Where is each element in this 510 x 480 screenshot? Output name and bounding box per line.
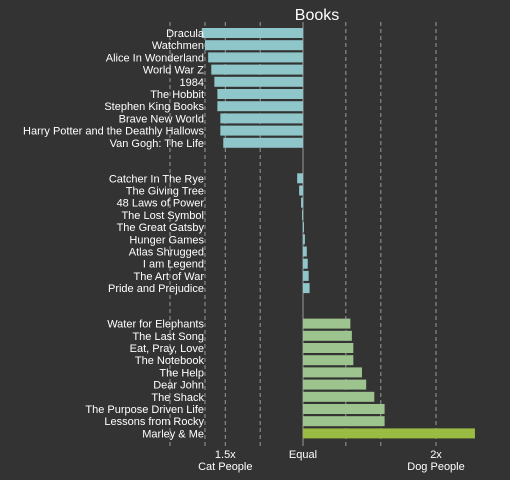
bar-cat bbox=[217, 101, 303, 112]
bar-dog bbox=[303, 318, 351, 329]
bar-neutral bbox=[303, 234, 305, 245]
bar-neutral bbox=[303, 283, 310, 294]
bar-dog bbox=[303, 404, 385, 414]
x-tick-sublabel: Dog People bbox=[407, 461, 465, 473]
category-label: The Purpose Driven Life bbox=[85, 404, 204, 416]
category-label: The Lost Symbol bbox=[121, 210, 204, 222]
category-label: Watchmen bbox=[152, 40, 204, 52]
category-label: The Great Gatsby bbox=[117, 222, 205, 234]
chart-title: Books bbox=[295, 7, 339, 24]
bar-neutral bbox=[303, 258, 308, 269]
category-label: Water for Elephants bbox=[107, 319, 204, 331]
category-label: Van Gogh: The Life bbox=[110, 138, 204, 150]
category-label: I am Legend bbox=[143, 259, 204, 271]
category-label: Brave New World bbox=[119, 113, 204, 125]
bar-cat bbox=[204, 40, 303, 51]
category-label: The Help bbox=[159, 367, 204, 379]
x-tick-label: Equal bbox=[289, 449, 317, 461]
bar-dog bbox=[303, 391, 375, 402]
bar-neutral bbox=[297, 173, 303, 184]
bar-cat bbox=[223, 137, 303, 148]
bar-cat bbox=[208, 52, 303, 63]
bar-neutral bbox=[303, 222, 304, 233]
bar-cat bbox=[220, 113, 303, 124]
category-label: Pride and Prejudice bbox=[108, 283, 204, 295]
bars bbox=[201, 28, 475, 439]
bar-dog bbox=[303, 330, 352, 341]
bar-cat bbox=[217, 89, 303, 99]
category-label: Lessons from Rocky bbox=[104, 416, 204, 428]
x-tick-label: 2x bbox=[430, 449, 442, 461]
category-label: Eat, Pray, Love bbox=[130, 343, 204, 355]
bar-cat bbox=[220, 125, 303, 136]
bar-dog bbox=[303, 355, 354, 366]
bar-neutral bbox=[302, 209, 304, 220]
bar-dog bbox=[303, 367, 362, 378]
bar-dog bbox=[303, 416, 385, 427]
bar-neutral bbox=[303, 246, 307, 257]
bar-dog bbox=[303, 428, 475, 439]
category-label: The Shack bbox=[151, 392, 204, 404]
bar-neutral bbox=[299, 185, 303, 196]
category-label: The Notebook bbox=[135, 355, 205, 367]
category-label: Stephen King Books bbox=[104, 101, 204, 113]
category-label: Marley & Me bbox=[142, 428, 204, 440]
bar-dog bbox=[303, 343, 354, 353]
category-label: 48 Laws of Power bbox=[117, 198, 205, 210]
category-label: Harry Potter and the Deathly Hallows bbox=[23, 126, 204, 138]
category-label: The Art of War bbox=[133, 271, 204, 283]
category-label: Catcher In The Rye bbox=[109, 173, 204, 185]
category-label: Alice In Wonderland bbox=[106, 52, 204, 64]
category-label: Dear John bbox=[153, 380, 204, 392]
bar-cat bbox=[201, 28, 303, 38]
x-tick-label: 1.5x bbox=[215, 449, 236, 461]
bar-dog bbox=[303, 379, 367, 390]
bar-cat bbox=[214, 76, 303, 87]
category-label: The Last Song bbox=[132, 331, 204, 343]
category-label: Atlas Shrugged bbox=[129, 247, 204, 259]
category-label: Dracula bbox=[166, 28, 205, 40]
category-label: World War Z bbox=[143, 65, 204, 77]
bar-neutral bbox=[301, 197, 303, 208]
category-label: 1984 bbox=[180, 77, 204, 89]
bar-neutral bbox=[303, 270, 309, 281]
bar-cat bbox=[211, 64, 303, 75]
category-label: The Giving Tree bbox=[126, 186, 204, 198]
x-tick-sublabel: Cat People bbox=[198, 461, 252, 473]
category-label: The Hobbit bbox=[150, 89, 204, 101]
category-label: Hunger Games bbox=[129, 234, 204, 246]
